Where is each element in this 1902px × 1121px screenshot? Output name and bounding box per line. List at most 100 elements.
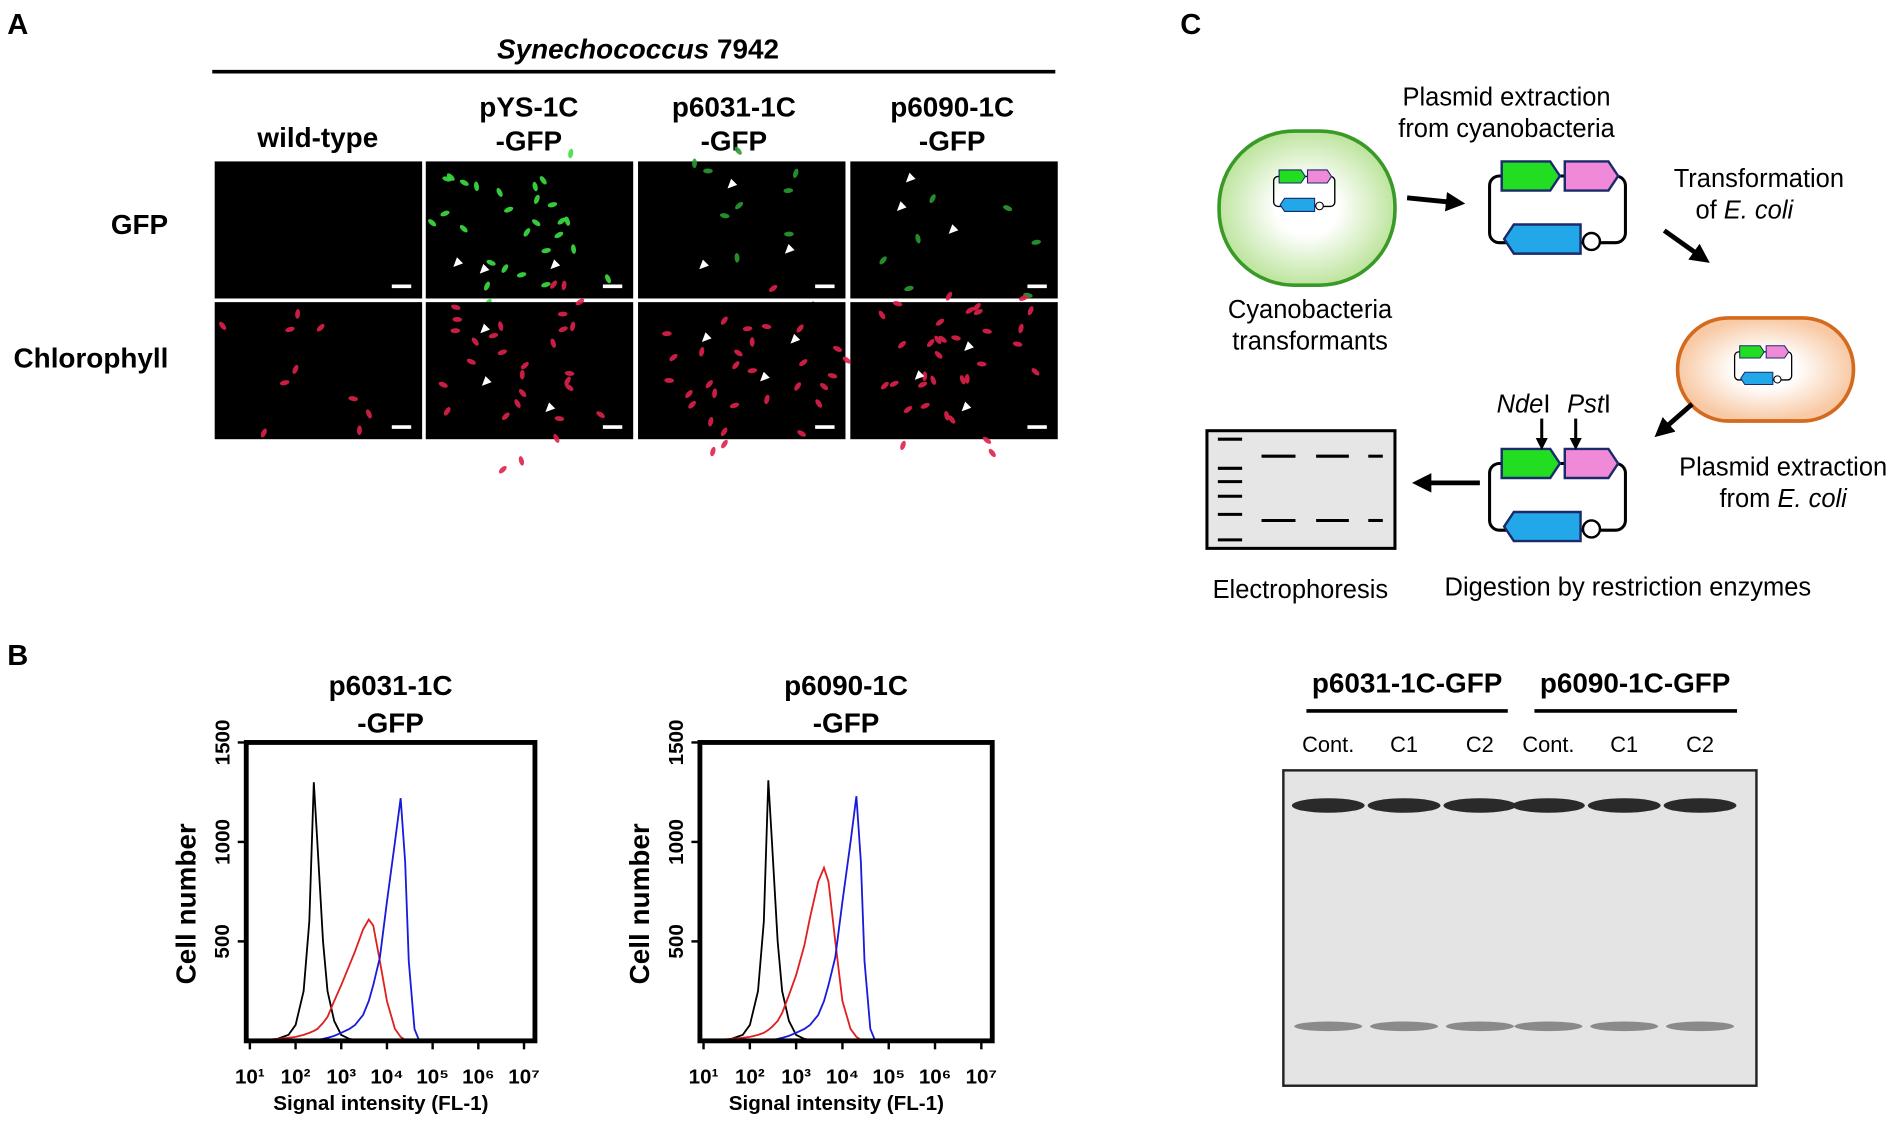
cell (518, 389, 527, 398)
cell (761, 324, 772, 330)
arrowhead (948, 224, 959, 234)
cell (484, 281, 490, 291)
cell (532, 219, 541, 227)
cell (554, 231, 564, 239)
cell (915, 233, 921, 244)
cell (1012, 341, 1023, 347)
cell (596, 411, 605, 419)
cell (366, 409, 372, 419)
histogram-line (263, 782, 419, 1042)
x-tick-label: 10¹ (689, 1065, 719, 1088)
column-label: wild-type (256, 122, 378, 153)
cell (564, 370, 575, 376)
gel-icon (1205, 429, 1397, 550)
cell (889, 380, 899, 387)
cut-sites (1535, 418, 1582, 451)
x-tick-label: 10⁷ (508, 1065, 539, 1088)
arrowhead (790, 333, 801, 344)
cell (720, 316, 728, 325)
panel-label: A (7, 9, 28, 41)
cell (878, 310, 886, 320)
step-label: from cyanobacteria (1398, 115, 1615, 143)
y-tick-label: 1000 (211, 819, 234, 865)
cell (497, 349, 508, 356)
arrowhead (550, 259, 561, 270)
cell (964, 373, 970, 384)
cell (357, 425, 362, 436)
histogram-line (263, 798, 420, 1042)
cell (742, 326, 753, 332)
band (1445, 1021, 1514, 1032)
cell (945, 291, 953, 301)
strain: 7942 (709, 33, 779, 64)
cell (570, 321, 576, 332)
cell (348, 396, 358, 402)
gel-icon-bands (1217, 437, 1383, 542)
cell (575, 298, 585, 306)
row-label: Chlorophyll (14, 343, 169, 374)
x-tick-label: 10² (281, 1065, 311, 1088)
cell (904, 285, 914, 292)
cell (664, 378, 674, 383)
step-label: Plasmid extraction (1679, 454, 1887, 482)
text: E. coli (1777, 485, 1848, 513)
cell (571, 244, 577, 254)
histogram-line (263, 917, 419, 1042)
cell (922, 371, 928, 382)
text: E. coli (1724, 196, 1795, 224)
arrowhead (453, 257, 464, 267)
gel-group: p6031-1C-GFP (1312, 668, 1503, 699)
histogram: p6031-1C -GFP 500 1000 1500 10¹ 10² 10³ 10⁴ 10⁵ 10… (170, 670, 539, 1115)
micrograph (638, 302, 846, 440)
band (1590, 1021, 1659, 1032)
cell (973, 309, 983, 316)
cell (982, 328, 992, 334)
cell (428, 219, 437, 227)
band (1370, 1021, 1439, 1032)
cell (539, 176, 547, 185)
cell (568, 148, 574, 159)
step-label: Digestion by restriction enzymes (1445, 574, 1812, 602)
cell (260, 428, 267, 438)
cell (565, 383, 574, 391)
histograms: p6031-1C -GFP 500 1000 1500 10¹ 10² 10³ 10⁴ 10⁵ 10… (170, 670, 997, 1115)
arrowhead (961, 401, 972, 412)
arrowhead (784, 244, 795, 254)
cell (553, 433, 560, 443)
lane-label: C1 (1390, 732, 1418, 757)
arrowhead (727, 178, 738, 189)
cell (279, 380, 290, 386)
row-label: GFP (111, 209, 168, 240)
chart-title: p6031-1C (329, 670, 453, 701)
band (1587, 798, 1661, 813)
cell (498, 465, 507, 474)
cell (938, 335, 947, 343)
cell (554, 416, 565, 422)
cell (926, 339, 935, 348)
column-label: -GFP (701, 126, 768, 157)
cell (734, 252, 740, 263)
cell (783, 188, 794, 194)
enzyme: PstI (1567, 391, 1611, 419)
cell (459, 179, 469, 186)
cell (1027, 306, 1034, 316)
cell (965, 307, 975, 314)
cell (564, 376, 571, 386)
gel-image (1282, 769, 1758, 1087)
cell (712, 388, 718, 399)
histogram-line (717, 780, 875, 1042)
gel-group: p6090-1C-GFP (1540, 668, 1731, 699)
band (1443, 798, 1517, 813)
plot-frame (697, 740, 995, 1044)
x-tick-label: 10³ (326, 1065, 356, 1088)
cell (732, 361, 740, 370)
band (1512, 798, 1585, 813)
arrowhead (481, 376, 492, 386)
cell (920, 402, 930, 409)
cell (514, 399, 521, 408)
cell (516, 272, 527, 278)
cell (934, 335, 942, 344)
arrowhead (760, 371, 770, 382)
species: Synechococcus (497, 33, 709, 64)
cell (792, 168, 799, 178)
